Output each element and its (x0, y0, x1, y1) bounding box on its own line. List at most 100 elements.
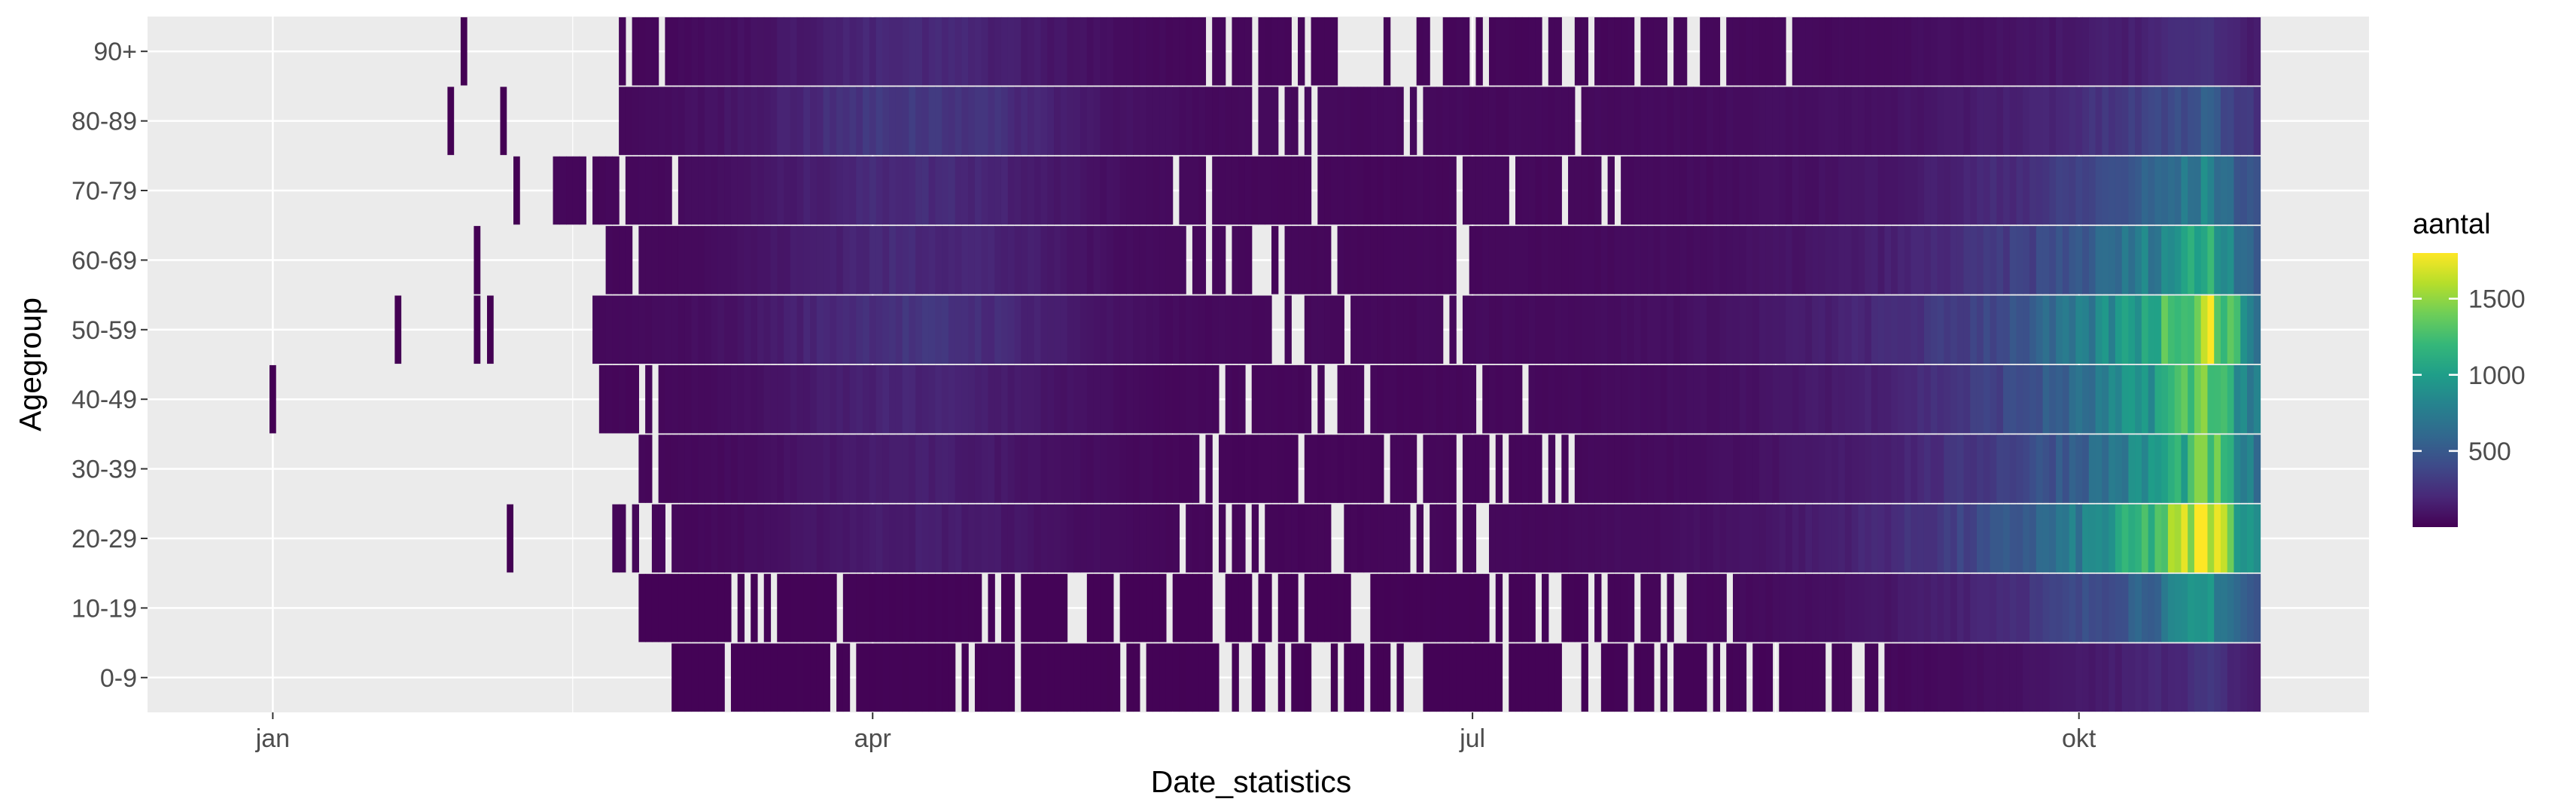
heatmap-cell (942, 574, 949, 642)
heatmap-cell (2069, 574, 2076, 642)
heatmap-cell (1976, 364, 1984, 434)
heatmap-cell (2109, 226, 2116, 294)
heatmap-cell (1113, 504, 1121, 573)
heatmap-cell (1179, 364, 1186, 434)
heatmap-cell (1739, 574, 1747, 642)
heatmap-cell (1930, 643, 1938, 712)
heatmap-cell (1126, 226, 1134, 294)
heatmap-cell (645, 295, 653, 364)
heatmap-cell (1660, 226, 1668, 294)
heatmap-cell (1172, 364, 1180, 434)
heatmap-cell (770, 295, 778, 364)
heatmap-cell (816, 156, 824, 225)
heatmap-cell (1073, 364, 1081, 434)
heatmap-cell (2194, 156, 2202, 225)
heatmap-cell (869, 504, 877, 573)
heatmap-cell (2227, 295, 2235, 364)
heatmap-cell (1159, 87, 1167, 155)
heatmap-cell (909, 643, 916, 712)
heatmap-cell (2003, 434, 2011, 503)
heatmap-cell (1963, 364, 1971, 434)
heatmap-cell (691, 504, 699, 573)
heatmap-cell (1983, 295, 1991, 364)
heatmap-cell (1877, 17, 1885, 86)
heatmap-cell (2135, 17, 2142, 86)
heatmap-cell (2253, 226, 2261, 294)
heatmap-cell (1956, 643, 1965, 712)
heatmap-cell (2154, 504, 2162, 573)
heatmap-cell (981, 226, 989, 294)
heatmap-cell (1844, 226, 1853, 294)
heatmap-cell (1923, 504, 1932, 573)
heatmap-cell (1911, 156, 1918, 225)
heatmap-cell (1970, 574, 1978, 642)
heatmap-cell (1291, 226, 1299, 294)
heatmap-cell (1732, 226, 1740, 294)
heatmap-cell (473, 295, 481, 364)
heatmap-cell (2016, 574, 2023, 642)
heatmap-cell (1370, 434, 1378, 503)
heatmap-cell (836, 643, 844, 712)
heatmap-cell (1542, 295, 1549, 364)
heatmap-cell (1449, 434, 1457, 503)
heatmap-cell (1693, 87, 1701, 155)
heatmap-cell (1212, 156, 1219, 225)
heatmap-cell (955, 156, 963, 225)
heatmap-cell (737, 434, 745, 503)
heatmap-cell (863, 504, 870, 573)
heatmap-cell (1014, 434, 1022, 503)
heatmap-cell (684, 434, 693, 503)
heatmap-cell (598, 364, 607, 434)
heatmap-cell (1891, 17, 1899, 86)
heatmap-cell (1798, 156, 1806, 225)
heatmap-cell (1621, 156, 1628, 225)
heatmap-cell (1621, 87, 1628, 155)
heatmap-cell (849, 504, 857, 573)
heatmap-cell (1786, 156, 1793, 225)
heatmap-cell (1383, 364, 1391, 434)
heatmap-cell (1238, 295, 1246, 364)
heatmap-cell (1970, 87, 1978, 155)
heatmap-cell (2135, 295, 2142, 364)
heatmap-cell (2095, 434, 2103, 503)
heatmap-cell (1838, 574, 1846, 642)
heatmap-cell (2135, 434, 2142, 503)
heatmap-cell (1779, 226, 1786, 294)
heatmap-cell (730, 156, 738, 225)
heatmap-cell (698, 17, 705, 86)
heatmap-cell (1950, 17, 1958, 86)
heatmap-cell (1277, 364, 1286, 434)
heatmap-cell (1205, 504, 1213, 573)
heatmap-cell (1884, 434, 1892, 503)
heatmap-cell (2016, 156, 2023, 225)
heatmap-cell (2154, 574, 2162, 642)
heatmap-cell (698, 295, 705, 364)
heatmap-cell (895, 156, 903, 225)
heatmap-cell (1653, 574, 1661, 642)
heatmap-cell (1403, 156, 1411, 225)
heatmap-cell (1186, 17, 1193, 86)
heatmap-cell (1535, 87, 1542, 155)
heatmap-cell (572, 156, 580, 225)
heatmap-cell (1911, 574, 1918, 642)
heatmap-cell (2128, 364, 2136, 434)
heatmap-cell (2082, 364, 2090, 434)
heatmap-cell (2174, 156, 2182, 225)
heatmap-cell (1956, 87, 1965, 155)
heatmap-cell (1423, 434, 1430, 503)
heatmap-cell (2069, 156, 2076, 225)
heatmap-cell (1165, 434, 1174, 503)
heatmap-cell (2016, 226, 2023, 294)
heatmap-cell (730, 87, 738, 155)
heatmap-cell (961, 17, 969, 86)
heatmap-cell (1284, 364, 1292, 434)
heatmap-cell (1844, 364, 1853, 434)
heatmap-cell (1667, 87, 1674, 155)
x-tick-label: okt (2062, 724, 2096, 753)
heatmap-cell (1825, 434, 1832, 503)
heatmap-cell (704, 226, 712, 294)
heatmap-cell (909, 364, 916, 434)
heatmap-cell (1107, 295, 1114, 364)
heatmap-cell (1660, 643, 1668, 712)
